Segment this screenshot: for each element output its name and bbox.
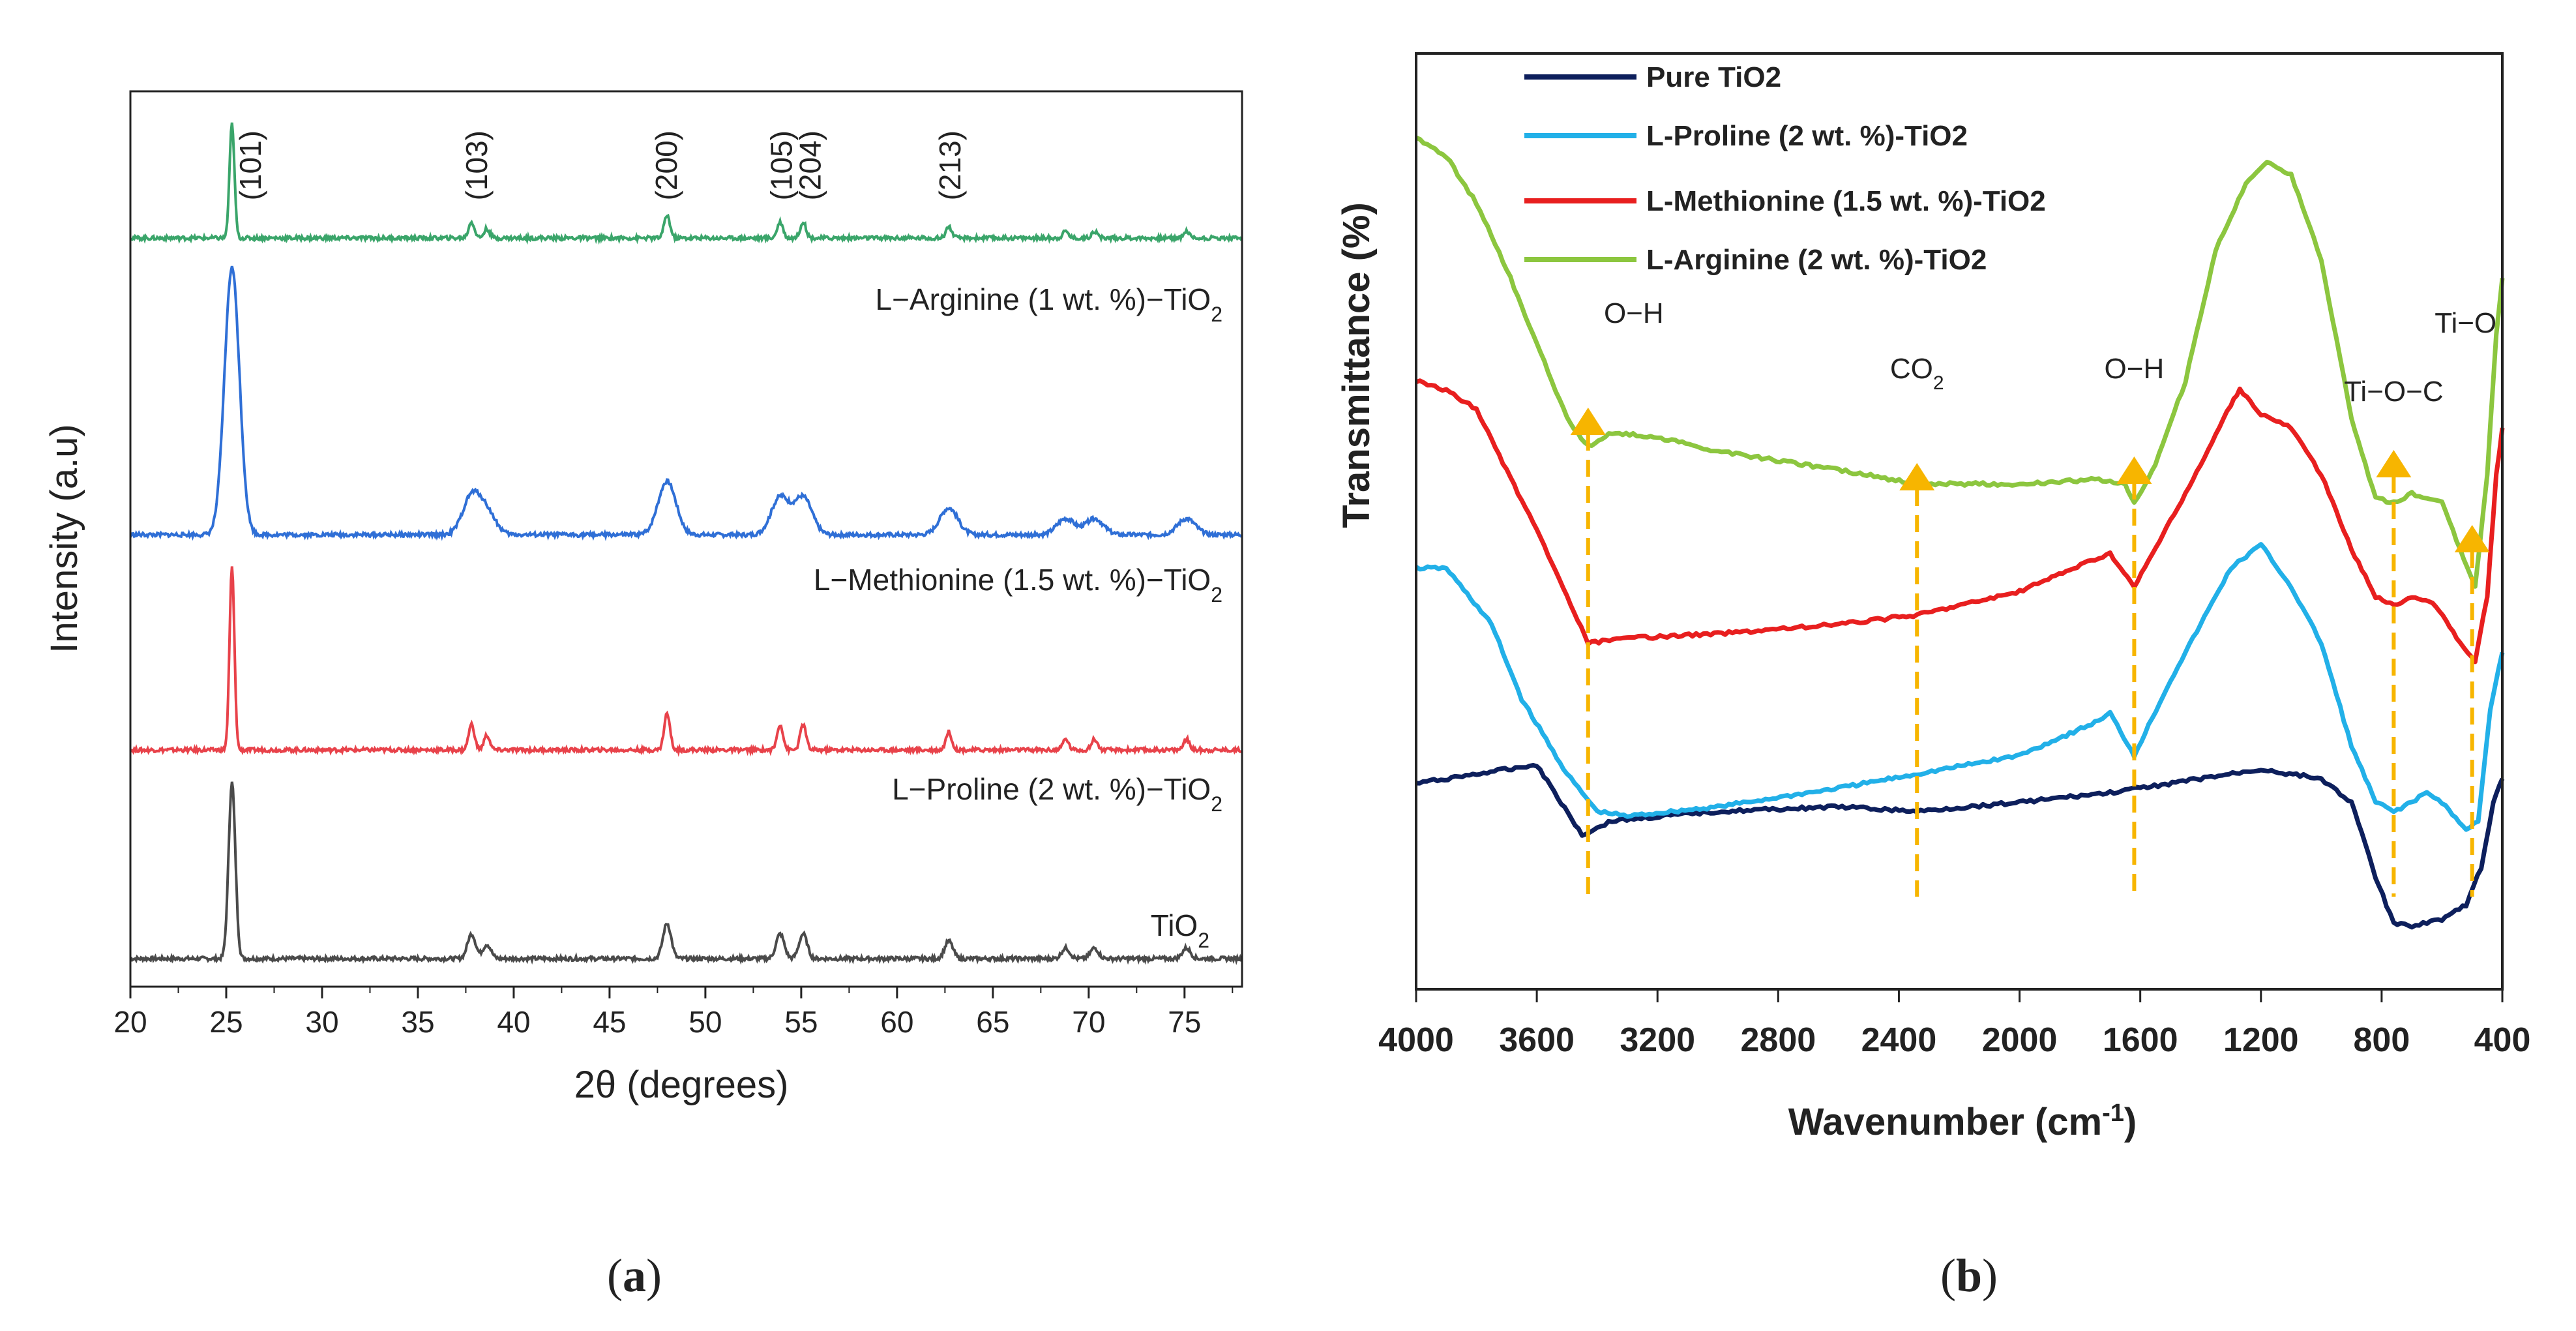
ftir-series-lines — [1415, 135, 2505, 930]
xrd-series-proline — [129, 566, 1243, 757]
xrd-tick-label: 30 — [305, 1005, 338, 1039]
miller-index-label: (213) — [933, 130, 967, 200]
xrd-series-tio2 — [130, 781, 1243, 966]
miller-index-label: (204) — [793, 130, 827, 200]
xrd-x-ticks: 20 25 30 35 40 45 50 55 60 65 70 75 — [113, 987, 1234, 1039]
xrd-y-axis-label: Intensity (a.u) — [43, 424, 85, 653]
ftir-series-pure — [1415, 763, 2505, 930]
annotation-oh-2: O−H — [2105, 353, 2165, 385]
ftir-tick-label: 1600 — [2103, 1021, 2178, 1059]
legend-item-proline: L-Proline (2 wt. %)-TiO2 — [1646, 120, 1968, 152]
xrd-tick-label: 20 — [113, 1005, 147, 1039]
miller-index-label: (101) — [233, 130, 267, 200]
ftir-series-proline — [1415, 542, 2505, 832]
ftir-series-arginine — [1415, 135, 2505, 589]
ftir-chart: O−H CO2 O−H Ti−O−C Ti−O Pure TiO2 L-Prol… — [1335, 52, 2530, 1143]
xrd-tick-label: 50 — [688, 1005, 722, 1039]
xrd-miller-indices: (101) (103) (200) (105)(204) (213) — [233, 130, 967, 200]
xrd-tick-label: 40 — [497, 1005, 530, 1039]
ftir-y-axis-label: Transmittance (%) — [1335, 202, 1378, 528]
xrd-label-arginine: L−Arginine (1 wt. %)−TiO2 — [875, 282, 1222, 326]
ftir-tick-label: 2400 — [1861, 1021, 1937, 1059]
annotation-ti-o-c: Ti−O−C — [2344, 376, 2443, 408]
annotation-oh-1: O−H — [1604, 297, 1664, 329]
ftir-tick-label: 3200 — [1620, 1021, 1695, 1059]
ftir-tick-label: 2800 — [1740, 1021, 1816, 1059]
guide-arrow-marker — [2454, 525, 2490, 552]
ftir-x-axis-label: Wavenumber (cm-1) — [1788, 1099, 2137, 1143]
guide-arrow-marker — [2116, 456, 2152, 484]
xrd-tick-label: 60 — [880, 1005, 913, 1039]
xrd-tick-label: 65 — [976, 1005, 1009, 1039]
ftir-annotations: O−H CO2 O−H Ti−O−C Ti−O — [1604, 297, 2496, 408]
xrd-tick-label: 45 — [593, 1005, 626, 1039]
xrd-plot-frame — [129, 90, 1243, 988]
xrd-label-proline: L−Proline (2 wt. %)−TiO2 — [892, 772, 1222, 816]
ftir-tick-label: 2000 — [1982, 1021, 2058, 1059]
guide-arrow-marker — [1899, 463, 1935, 490]
miller-index-label: (105) — [765, 130, 799, 200]
ftir-series-methionine — [1415, 378, 2505, 665]
ftir-tick-label: 1200 — [2223, 1021, 2299, 1059]
annotation-co2: CO2 — [1890, 353, 1944, 394]
xrd-series-labels: TiO2 L−Proline (2 wt. %)−TiO2 L−Methioni… — [814, 282, 1222, 952]
guide-arrow-marker — [1570, 408, 1606, 435]
miller-index-label: (103) — [460, 130, 494, 200]
xrd-series-methionine — [129, 265, 1242, 541]
ftir-guide-lines — [1570, 408, 2490, 897]
panel-caption-a: (a) — [607, 1249, 662, 1302]
xrd-tick-label: 70 — [1072, 1005, 1105, 1039]
xrd-label-tio2: TiO2 — [1151, 908, 1209, 952]
xrd-tick-label: 35 — [401, 1005, 434, 1039]
guide-arrow-marker — [2376, 450, 2412, 477]
xrd-series-arginine — [130, 122, 1243, 245]
ftir-tick-label: 800 — [2354, 1021, 2410, 1059]
xrd-series-lines — [129, 122, 1243, 966]
xrd-chart: TiO2 L−Proline (2 wt. %)−TiO2 L−Methioni… — [43, 90, 1243, 1106]
xrd-x-axis-label: 2θ (degrees) — [574, 1064, 789, 1106]
legend-item-arginine: L-Arginine (2 wt. %)-TiO2 — [1646, 244, 1987, 276]
legend-item-pure: Pure TiO2 — [1646, 61, 1781, 93]
ftir-x-ticks: 4000 3600 3200 2800 2400 2000 1600 1200 800 400 — [1378, 989, 2530, 1059]
panel-caption-b: (b) — [1940, 1249, 1998, 1302]
ftir-tick-label: 4000 — [1378, 1021, 1454, 1059]
xrd-tick-label: 25 — [209, 1005, 243, 1039]
ftir-tick-label: 3600 — [1499, 1021, 1575, 1059]
legend-item-methionine: L-Methionine (1.5 wt. %)-TiO2 — [1646, 185, 2046, 217]
miller-index-label: (200) — [649, 130, 683, 200]
xrd-tick-label: 55 — [784, 1005, 818, 1039]
ftir-tick-label: 400 — [2474, 1021, 2531, 1059]
ftir-legend: Pure TiO2 L-Proline (2 wt. %)-TiO2 L-Met… — [1524, 61, 2046, 276]
xrd-tick-label: 75 — [1168, 1005, 1201, 1039]
annotation-ti-o: Ti−O — [2435, 307, 2496, 339]
xrd-label-methionine: L−Methionine (1.5 wt. %)−TiO2 — [814, 563, 1222, 606]
ftir-plot-frame — [1415, 52, 2504, 991]
